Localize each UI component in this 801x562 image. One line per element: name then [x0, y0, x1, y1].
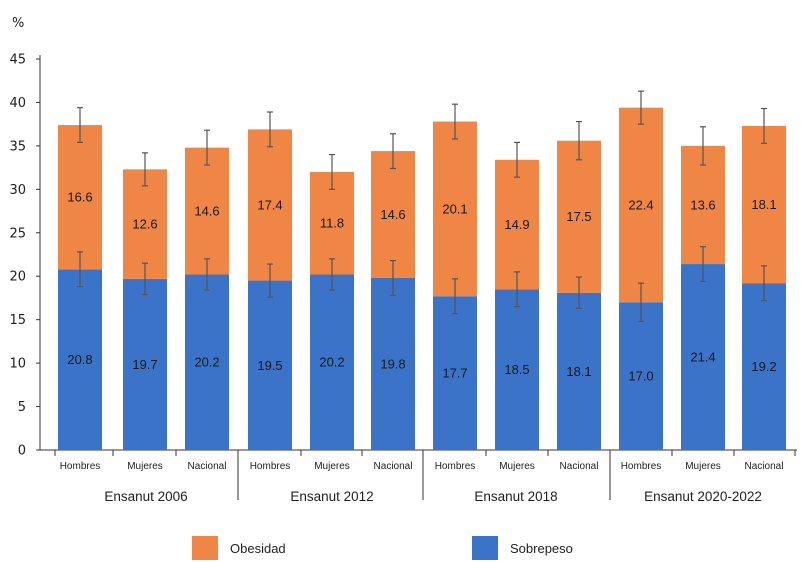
y-tick-label: 25 [9, 226, 26, 241]
data-label-sobrepeso: 17.0 [628, 369, 653, 384]
y-tick-label: 0 [18, 444, 26, 459]
bar-obesidad [248, 129, 292, 281]
data-label-obesidad: 12.6 [132, 217, 157, 232]
x-category-label: Nacional [745, 461, 784, 472]
data-label-sobrepeso: 18.5 [504, 362, 529, 377]
bar-obesidad [58, 125, 102, 270]
x-category-label: Nacional [188, 461, 227, 472]
data-label-obesidad: 14.6 [380, 207, 405, 222]
bar-sobrepeso [123, 278, 167, 450]
bar-sobrepeso [185, 274, 229, 450]
x-category-label: Mujeres [314, 461, 350, 472]
x-category-label: Mujeres [685, 461, 721, 472]
x-group-label: Ensanut 2006 [104, 489, 187, 504]
data-label-sobrepeso: 19.5 [257, 358, 282, 373]
y-tick-label: 20 [9, 270, 26, 285]
bar-obesidad [742, 125, 786, 284]
data-label-sobrepeso: 21.4 [690, 350, 715, 365]
legend-swatch-sobrepeso [472, 536, 498, 560]
x-group-label: Ensanut 2020-2022 [644, 489, 762, 504]
bar-sobrepeso [681, 264, 725, 450]
data-label-obesidad: 17.5 [566, 209, 591, 224]
legend-item-obesidad: Obesidad [192, 536, 286, 560]
data-label-obesidad: 18.1 [751, 197, 776, 212]
y-tick-label: 45 [9, 53, 26, 68]
bar-sobrepeso [742, 283, 786, 450]
data-label-sobrepeso: 17.7 [442, 366, 467, 381]
y-tick-label: 5 [18, 400, 26, 415]
y-tick-label: 15 [9, 313, 26, 328]
data-label-obesidad: 20.1 [442, 201, 467, 216]
x-group-label: Ensanut 2012 [290, 489, 373, 504]
bar-obesidad [123, 169, 167, 279]
legend-swatch-obesidad [192, 536, 218, 560]
bar-obesidad [371, 151, 415, 278]
x-category-label: Mujeres [127, 461, 163, 472]
data-label-obesidad: 14.6 [194, 204, 219, 219]
bar-sobrepeso [619, 302, 663, 450]
bar-sobrepeso [310, 274, 354, 450]
bar-obesidad [185, 147, 229, 275]
data-label-sobrepeso: 19.8 [380, 356, 405, 371]
data-label-obesidad: 13.6 [690, 197, 715, 212]
bar-sobrepeso [248, 280, 292, 450]
data-label-obesidad: 16.6 [67, 190, 92, 205]
legend-label-obesidad: Obesidad [230, 540, 286, 556]
bar-sobrepeso [371, 277, 415, 450]
bar-sobrepeso [58, 269, 102, 450]
x-category-label: Hombres [435, 461, 476, 472]
bar-obesidad [495, 159, 539, 290]
data-label-sobrepeso: 20.2 [194, 355, 219, 370]
bar-sobrepeso [557, 292, 601, 450]
y-tick-label: 30 [9, 183, 26, 198]
data-label-sobrepeso: 20.2 [319, 355, 344, 370]
x-category-label: Hombres [250, 461, 291, 472]
data-label-obesidad: 14.9 [504, 217, 529, 232]
x-category-label: Mujeres [499, 461, 535, 472]
x-category-label: Nacional [560, 461, 599, 472]
x-category-label: Hombres [60, 461, 101, 472]
x-category-label: Hombres [621, 461, 662, 472]
y-tick-label: 40 [9, 96, 26, 111]
bar-obesidad [433, 121, 477, 297]
data-label-obesidad: 17.4 [257, 197, 282, 212]
x-group-label: Ensanut 2018 [474, 489, 557, 504]
bar-obesidad [557, 140, 601, 293]
bar-sobrepeso [495, 289, 539, 450]
bar-sobrepeso [433, 296, 477, 450]
bar-obesidad [619, 107, 663, 303]
y-tick-label: 35 [9, 139, 26, 154]
legend-label-sobrepeso: Sobrepeso [510, 540, 573, 556]
y-tick-label: 10 [9, 357, 26, 372]
y-axis-label: % [12, 16, 24, 31]
data-label-sobrepeso: 19.2 [751, 359, 776, 374]
data-label-sobrepeso: 18.1 [566, 364, 591, 379]
x-category-label: Nacional [374, 461, 413, 472]
legend-item-sobrepeso: Sobrepeso [472, 536, 573, 560]
data-label-sobrepeso: 20.8 [67, 352, 92, 367]
data-label-sobrepeso: 19.7 [132, 357, 157, 372]
data-label-obesidad: 22.4 [628, 197, 653, 212]
data-label-obesidad: 11.8 [320, 216, 344, 231]
